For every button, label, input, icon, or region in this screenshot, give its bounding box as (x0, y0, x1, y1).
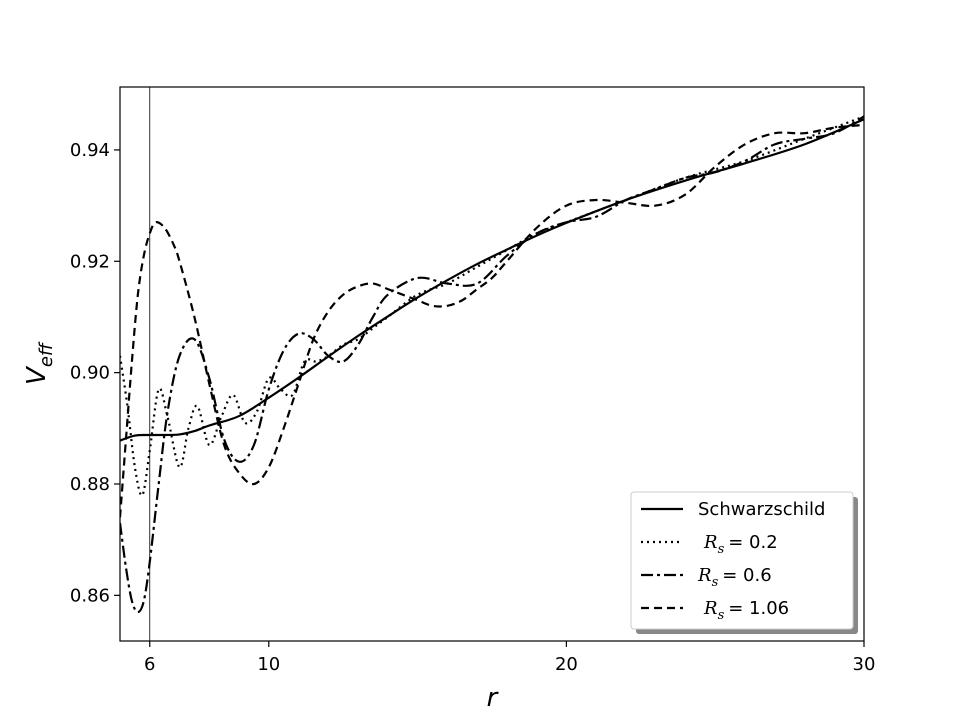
x-axis-ticks: 6 10 20 30 (144, 641, 875, 675)
series-line-dashdot (120, 115, 864, 614)
series-line-dashed (120, 123, 864, 518)
y-tick-label: 0.92 (70, 251, 110, 272)
y-axis-label: Veff (22, 341, 57, 385)
legend-label-schwarzschild: Schwarzschild (698, 499, 825, 520)
legend-label-rs-1.06: Rs = 1.06 (703, 598, 789, 623)
y-tick-label: 0.94 (70, 140, 110, 161)
y-tick-label: 0.86 (70, 585, 110, 606)
x-tick-label: 20 (555, 654, 578, 675)
series-group (120, 115, 864, 614)
y-axis-ticks: 0.86 0.88 0.90 0.92 0.94 (70, 140, 120, 606)
y-tick-label: 0.88 (70, 474, 110, 495)
y-axis-label-main: V (22, 365, 52, 385)
x-tick-label: 6 (144, 654, 155, 675)
plot-area-frame (119, 86, 865, 642)
y-axis-label-sub: eff (36, 341, 57, 367)
x-tick-label: 10 (257, 654, 280, 675)
x-tick-label: 30 (853, 654, 876, 675)
legend-box (630, 491, 854, 630)
x-axis-label: r (487, 683, 500, 713)
svg-text:Veff: Veff (22, 341, 57, 385)
legend-label-rs-0.6: Rs = 0.6 (697, 565, 772, 590)
legend-label-rs-0.2: Rs = 0.2 (703, 532, 778, 557)
legend: Schwarzschild Rs = 0.2 Rs = 0.6 Rs = 1.06 (630, 491, 858, 634)
y-tick-label: 0.90 (70, 363, 110, 384)
series-line-dotted (120, 115, 864, 497)
series-line-solid (120, 118, 864, 442)
